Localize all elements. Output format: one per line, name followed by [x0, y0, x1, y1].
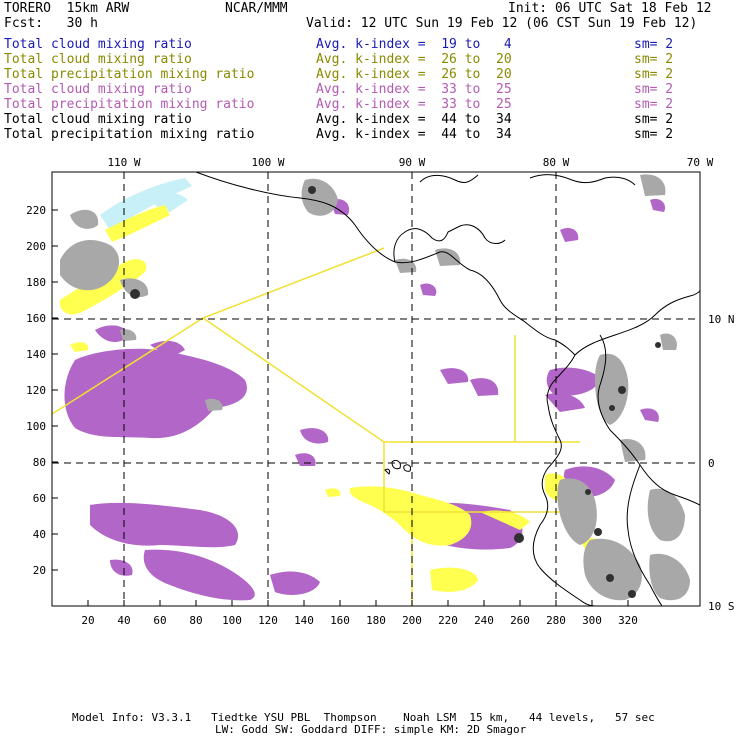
- legend-sm: sm= 2: [634, 112, 674, 127]
- x-tick-label: 300: [582, 614, 602, 627]
- x-tick-label: 260: [510, 614, 530, 627]
- x-tick-label: 80: [189, 614, 202, 627]
- legend-sm: sm= 2: [634, 127, 674, 142]
- y-tick-label: 40: [33, 528, 46, 541]
- legend-kindex: Avg. k-index = 33 to 25: [316, 97, 512, 112]
- legend-sm: sm= 2: [634, 67, 674, 82]
- yellow-cloud-field: [59, 205, 609, 592]
- y-tick-label: 160: [26, 312, 46, 325]
- lat-lon-grid: [52, 172, 700, 606]
- legend-field: Total cloud mixing ratio: [4, 112, 192, 127]
- x-tick-label: 140: [294, 614, 314, 627]
- x-tick-label: 280: [546, 614, 566, 627]
- y-axis-labels: 220 200 180 160 140 120 100 80 60 40 20: [26, 204, 46, 577]
- lat-labels: 10 N 0 10 S: [708, 313, 735, 613]
- legend-field: Total precipitation mixing ratio: [4, 67, 255, 82]
- physics-info: LW: Godd SW: Goddard DIFF: simple KM: 2D…: [215, 723, 527, 736]
- y-tick-label: 60: [33, 492, 46, 505]
- legend-kindex: Avg. k-index = 19 to 4: [316, 37, 512, 52]
- y-tick-label: 220: [26, 204, 46, 217]
- y-tick-label: 140: [26, 348, 46, 361]
- y-tick-label: 180: [26, 276, 46, 289]
- y-tick-label: 120: [26, 384, 46, 397]
- x-axis-labels: 20 40 60 80 100 120 140 160 180 200 220 240 260 280 30…: [81, 614, 638, 627]
- legend-sm: sm= 2: [634, 97, 674, 112]
- y-tick-label: 20: [33, 564, 46, 577]
- x-tick-label: 20: [81, 614, 94, 627]
- legend-kindex: Avg. k-index = 26 to 20: [316, 67, 512, 82]
- lon-label: 110 W: [107, 156, 140, 169]
- forecast-hour: Fcst: 30 h: [4, 16, 98, 31]
- legend-kindex: Avg. k-index = 33 to 25: [316, 82, 512, 97]
- x-tick-label: 200: [402, 614, 422, 627]
- legend-sm: sm= 2: [634, 52, 674, 67]
- legend-field: Total precipitation mixing ratio: [4, 127, 255, 142]
- lon-label: 70 W: [687, 156, 714, 169]
- gray-cloud-field: [60, 174, 690, 601]
- map-plot-area: [52, 172, 700, 606]
- lat-label: 10 N: [708, 313, 735, 326]
- legend-sm: sm= 2: [634, 37, 674, 52]
- legend-field: Total cloud mixing ratio: [4, 52, 192, 67]
- lon-labels: 110 W 100 W 90 W 80 W 70 W: [107, 156, 713, 169]
- x-tick-label: 180: [366, 614, 386, 627]
- x-tick-label: 100: [222, 614, 242, 627]
- y-tick-label: 100: [26, 420, 46, 433]
- lon-label: 90 W: [399, 156, 426, 169]
- legend-kindex: Avg. k-index = 44 to 34: [316, 112, 512, 127]
- org-label: NCAR/MMM: [225, 1, 288, 16]
- valid-time: Valid: 12 UTC Sun 19 Feb 12 (06 CST Sun …: [306, 16, 698, 31]
- legend-kindex: Avg. k-index = 44 to 34: [316, 127, 512, 142]
- coastlines: [195, 172, 700, 606]
- lon-label: 80 W: [543, 156, 570, 169]
- lat-label: 10 S: [708, 600, 735, 613]
- legend-field: Total cloud mixing ratio: [4, 37, 192, 52]
- y-tick-label: 80: [33, 456, 46, 469]
- legend-sm: sm= 2: [634, 82, 674, 97]
- x-tick-label: 220: [438, 614, 458, 627]
- x-tick-label: 40: [117, 614, 130, 627]
- x-tick-label: 160: [330, 614, 350, 627]
- x-tick-label: 240: [474, 614, 494, 627]
- dark-core-field: [130, 186, 661, 598]
- y-tick-label: 200: [26, 240, 46, 253]
- init-time: Init: 06 UTC Sat 18 Feb 12: [508, 1, 712, 16]
- axis-ticks: [52, 209, 629, 606]
- x-tick-label: 60: [153, 614, 166, 627]
- model-title: TORERO 15km ARW: [4, 1, 130, 16]
- model-info: Model Info: V3.3.1 Tiedtke YSU PBL Thomp…: [72, 711, 655, 724]
- legend-field: Total cloud mixing ratio: [4, 82, 192, 97]
- lat-label: 0: [708, 457, 715, 470]
- x-tick-label: 120: [258, 614, 278, 627]
- lon-label: 100 W: [251, 156, 284, 169]
- x-tick-label: 320: [618, 614, 638, 627]
- legend-kindex: Avg. k-index = 26 to 20: [316, 52, 512, 67]
- legend-field: Total precipitation mixing ratio: [4, 97, 255, 112]
